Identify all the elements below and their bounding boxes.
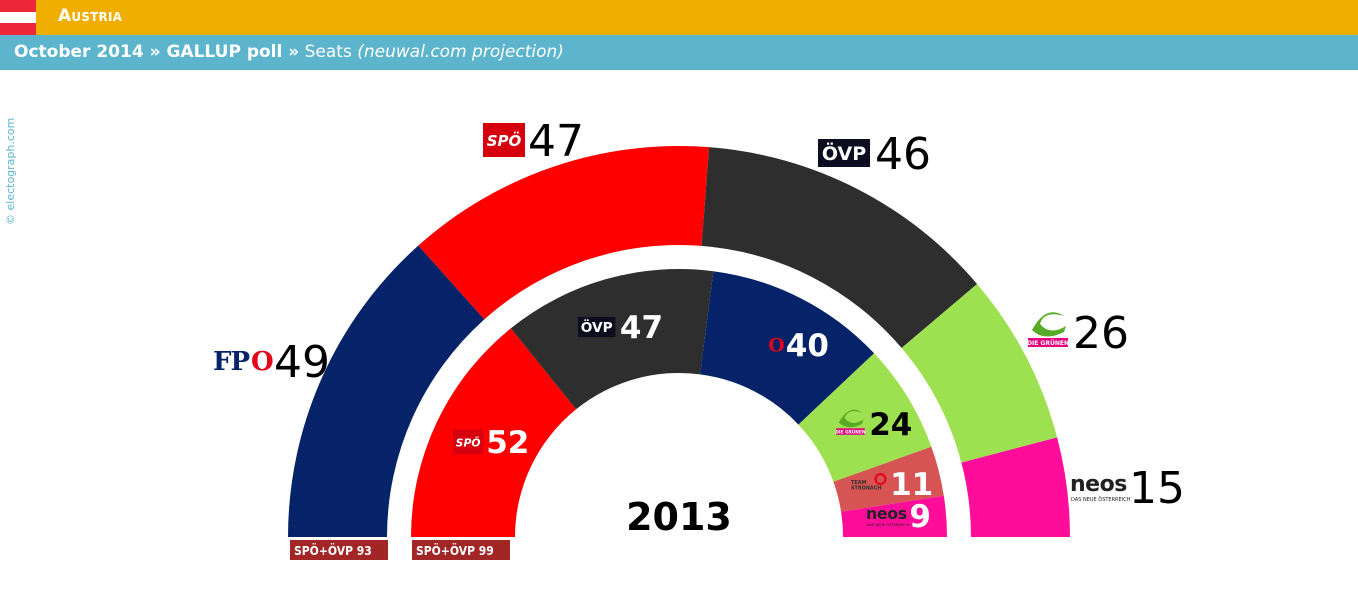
label-2013-ovp: ÖVP 47 xyxy=(578,310,663,346)
country-title: Austria xyxy=(58,6,123,26)
seat-count-2014-neos: 15 xyxy=(1129,463,1185,514)
flag-stripe-top xyxy=(0,0,36,12)
seat-count-2013-grune: 24 xyxy=(869,407,912,443)
neos-logo-sub: DAS NEUE ÖSTERREICH xyxy=(867,522,910,527)
seat-arc-2014-fpo xyxy=(288,245,485,537)
label-2014-grune: DIE GRÜNEN 26 xyxy=(1027,308,1129,359)
subtitle-poll: October 2014 » GALLUP poll » xyxy=(14,42,300,62)
coalition-badge-bg xyxy=(412,540,510,560)
grune-logo-text: DIE GRÜNEN xyxy=(1027,340,1069,347)
austria-flag-icon xyxy=(0,0,36,35)
seat-count-2013-team-stronach: 11 xyxy=(890,467,933,503)
label-2014-ovp: ÖVP 46 xyxy=(818,129,931,180)
label-2013-spo: SPÖ 52 xyxy=(453,425,529,461)
coalition-badge-2013: SPÖ+ÖVP 99 xyxy=(412,540,510,560)
seat-count-2013-ovp: 47 xyxy=(620,310,663,346)
team-stronach-logo-text: TEAM xyxy=(851,480,866,486)
seat-arc-2014-grune xyxy=(901,283,1058,463)
subtitle-bar xyxy=(0,35,1358,70)
seat-count-2014-fpo: 49 xyxy=(274,337,330,388)
coalition-badge-text: SPÖ+ÖVP 93 xyxy=(294,543,372,558)
seat-arc-2013-grune xyxy=(798,353,932,482)
ovp-logo-text: ÖVP xyxy=(581,318,613,336)
ovp-logo-box xyxy=(578,316,616,338)
ovp-logo-text: ÖVP xyxy=(822,141,866,165)
seat-arc-2013-spo xyxy=(411,328,577,537)
outer-ring-2014 xyxy=(288,146,1070,537)
subtitle-projection: (neuwal.com projection) xyxy=(357,42,564,62)
seat-arc-2013-team-stronach xyxy=(833,446,944,512)
flag-stripe-bottom xyxy=(0,23,36,35)
team-stronach-logo-ring xyxy=(874,473,887,486)
grune-logo-leaf xyxy=(1032,312,1066,337)
seat-arc-2014-spo xyxy=(418,146,710,320)
seat-arc-2013-ovp xyxy=(510,269,714,410)
coalition-badge-2014: SPÖ+ÖVP 93 xyxy=(290,540,388,560)
inner-ring-year-label: 2013 xyxy=(626,495,732,539)
spo-logo-box xyxy=(453,429,484,455)
neos-logo-sub: DAS NEUE ÖSTERREICH xyxy=(1071,496,1131,503)
coalition-badge-text: SPÖ+ÖVP 99 xyxy=(416,543,494,558)
seat-arc-2013-neos xyxy=(841,495,947,537)
seat-count-2014-grune: 26 xyxy=(1073,308,1129,359)
seat-arc-2013-fpo xyxy=(700,271,875,425)
coalition-badge-bg xyxy=(290,540,388,560)
spo-logo-text: SPÖ xyxy=(456,435,481,449)
poll-subtitle: October 2014 » GALLUP poll » Seats (neuw… xyxy=(14,42,564,62)
neos-logo-text: neos xyxy=(1070,472,1127,497)
seat-arc-2014-neos xyxy=(961,437,1070,537)
fpo-logo-o: O xyxy=(251,347,274,377)
label-2013-fpo: FP O 40 xyxy=(741,328,829,364)
seat-count-2014-spo: 47 xyxy=(528,116,584,167)
label-2013-grune: DIE GRÜNEN 24 xyxy=(835,407,912,443)
label-2014-spo: SPÖ 47 xyxy=(483,116,584,167)
country-header-bar xyxy=(0,0,1358,35)
team-stronach-logo-sub: STRONACH xyxy=(851,486,881,492)
seat-arc-2014-ovp xyxy=(701,147,978,349)
subtitle-seats: Seats xyxy=(299,42,358,62)
grune-logo-band xyxy=(836,428,865,435)
fpo-logo-o: O xyxy=(768,334,784,356)
seat-count-2013-neos: 9 xyxy=(909,499,931,535)
flag-stripe-middle xyxy=(0,11,36,24)
neos-logo-text: neos xyxy=(866,504,907,523)
spo-logo-text: SPÖ xyxy=(487,131,522,150)
grune-logo-band xyxy=(1028,338,1068,347)
label-2014-fpo: FP O 49 xyxy=(213,337,330,388)
ovp-logo-box xyxy=(818,139,870,167)
seat-count-2013-fpo: 40 xyxy=(786,328,829,364)
grune-logo-text: DIE GRÜNEN xyxy=(835,428,866,435)
seat-count-2013-spo: 52 xyxy=(486,425,529,461)
fpo-logo-text: FP xyxy=(213,347,249,377)
fpo-logo-text: FP xyxy=(741,334,768,356)
inner-ring-2013 xyxy=(411,269,947,537)
grune-logo-leaf xyxy=(838,409,864,428)
seat-count-2014-ovp: 46 xyxy=(875,129,931,180)
spo-logo-box xyxy=(483,123,525,157)
